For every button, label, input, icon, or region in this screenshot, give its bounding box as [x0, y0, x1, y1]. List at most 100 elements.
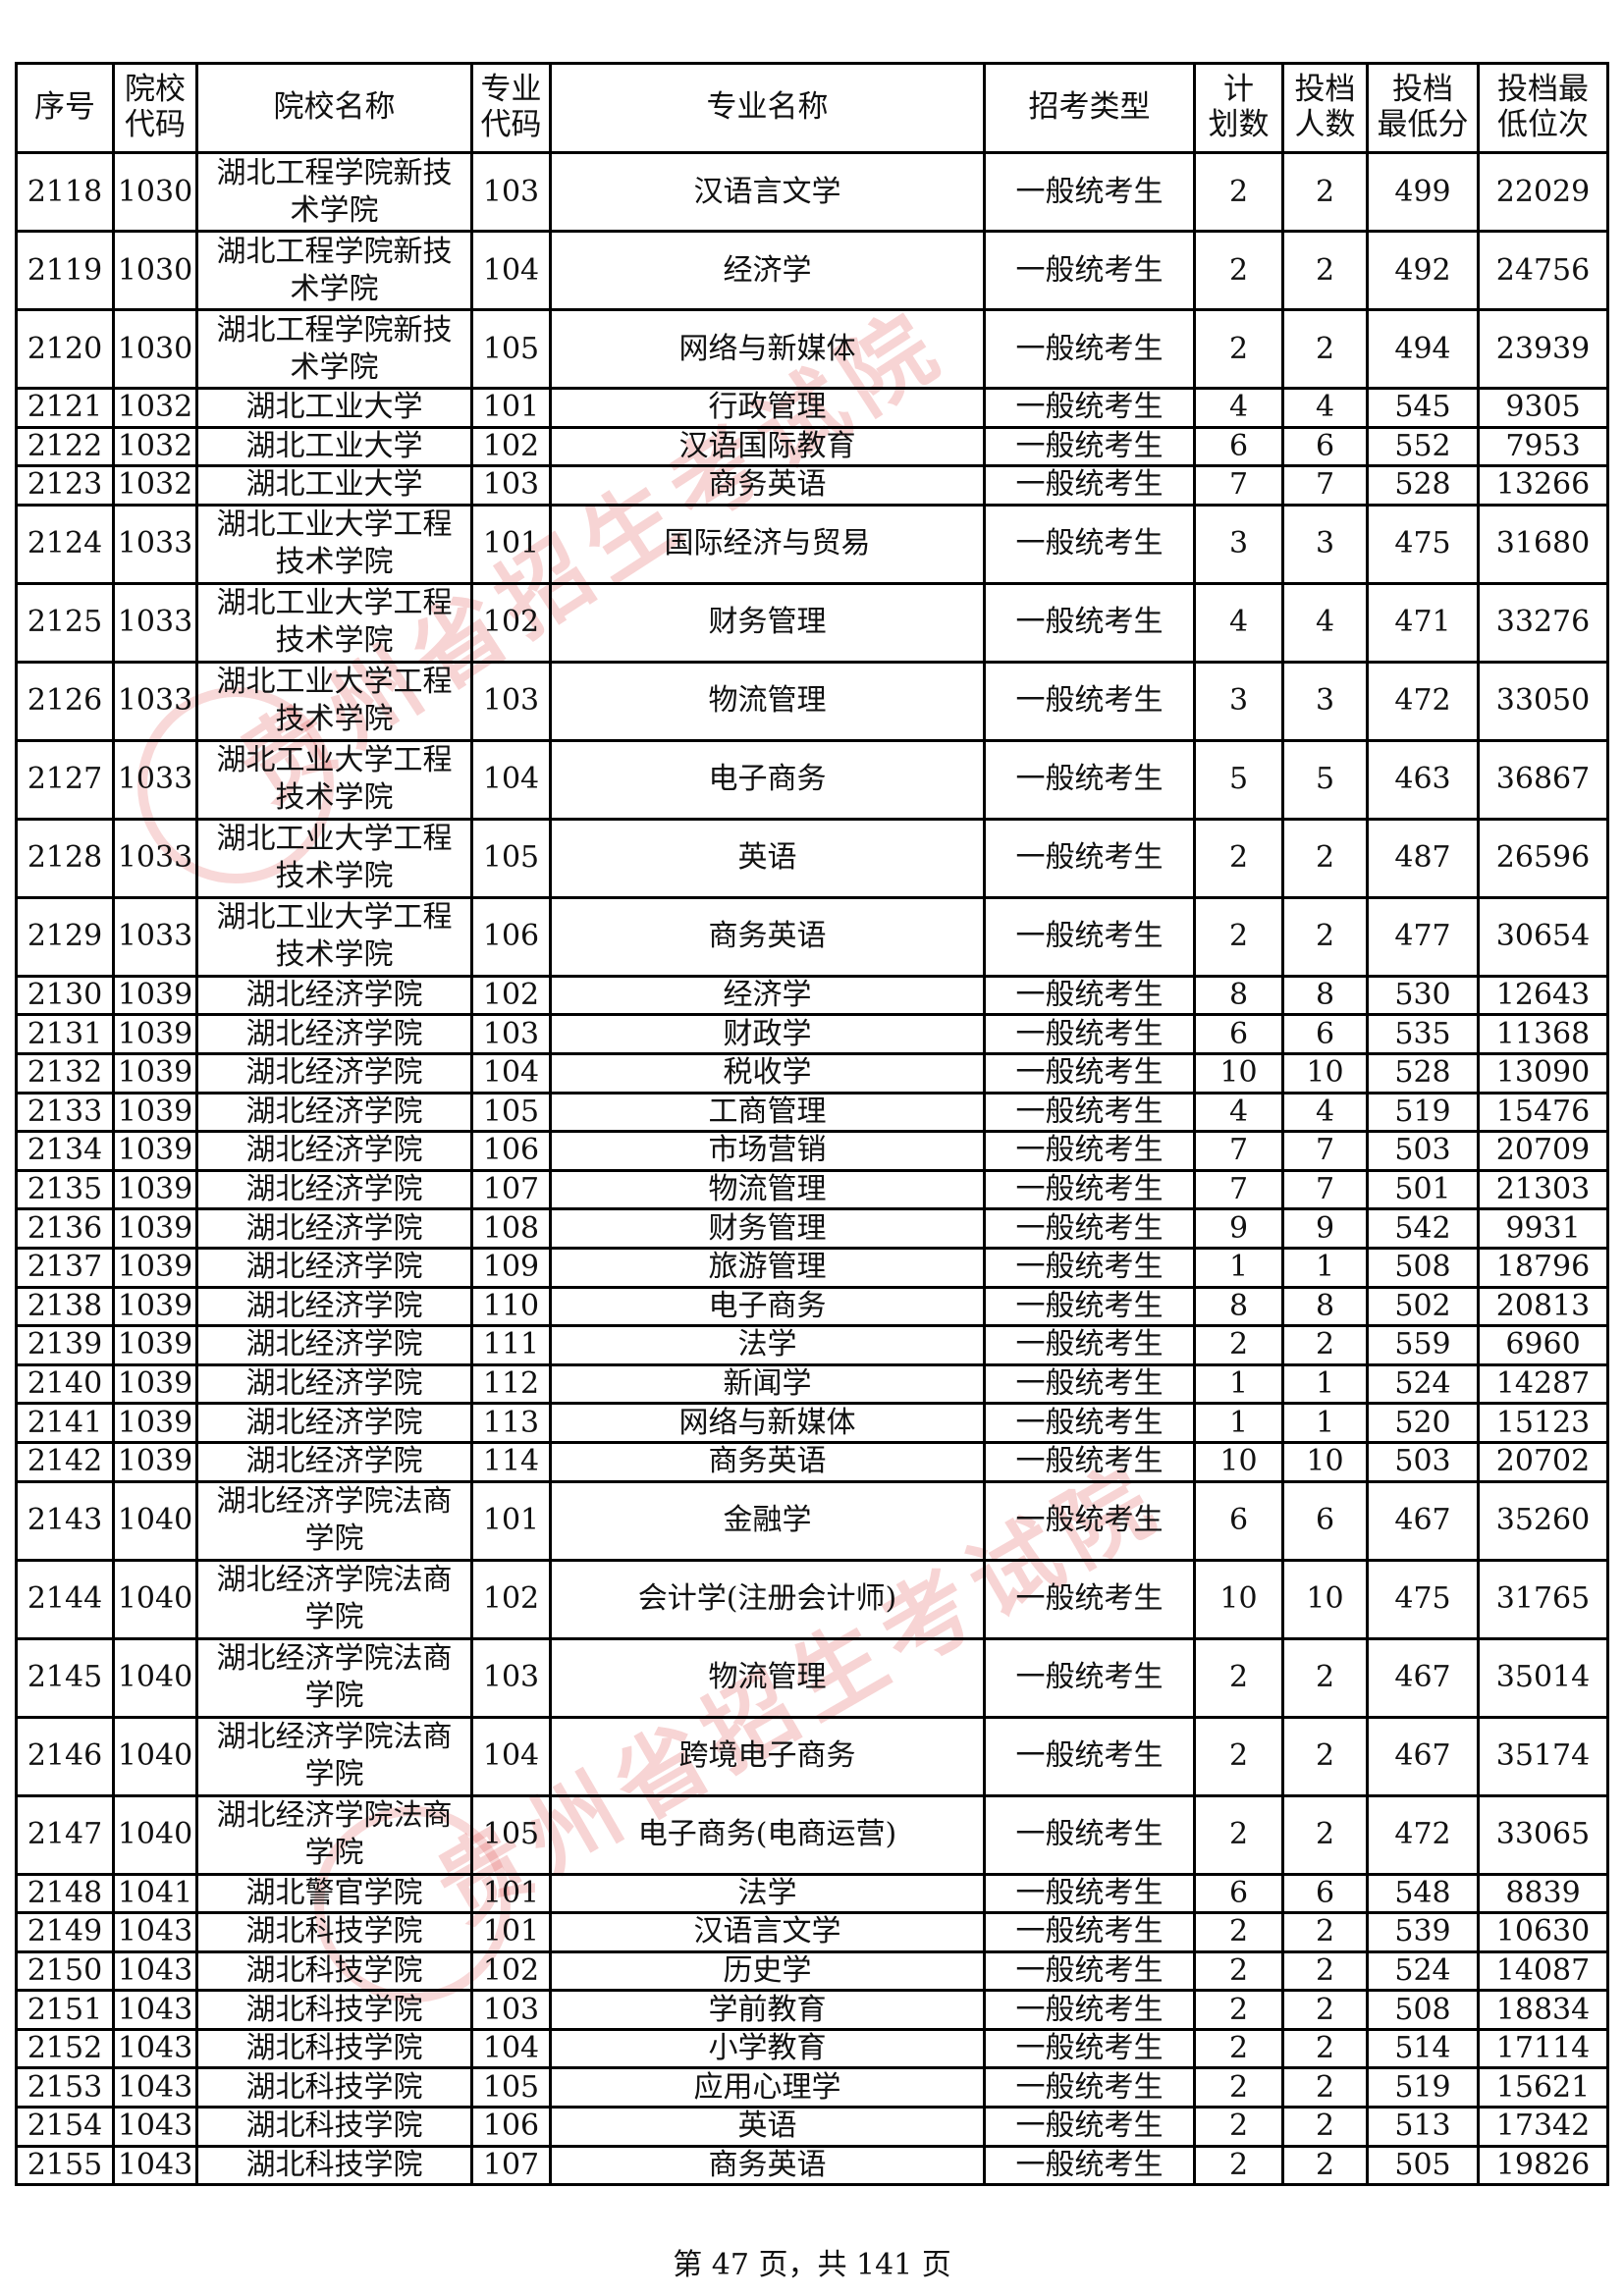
cell-min-rank: 35174: [1477, 1715, 1609, 1797]
cell-min-score: 514: [1366, 2027, 1480, 2070]
cell-seq: 2132: [15, 1051, 115, 1095]
cell-exam-type: 一般统考生: [983, 151, 1196, 233]
cell-exam-type: 一般统考生: [983, 1949, 1196, 1993]
cell-major-name: 会计学(注册会计师): [549, 1558, 986, 1640]
cell-min-score: 472: [1366, 1793, 1480, 1876]
cell-seq: 2142: [15, 1440, 115, 1483]
cell-school-name: 湖北工业大学工程技术学院: [195, 503, 473, 585]
table-row: 2120 1030 湖北工程学院新技术学院 105 网络与新媒体 一般统考生 2 2 494 23…: [15, 308, 1609, 390]
table-row: 2154 1043 湖北科技学院 106 英语 一般统考生 2 2 513 17342: [15, 2106, 1609, 2148]
cell-min-rank: 15123: [1477, 1402, 1609, 1444]
cell-major-name: 汉语言文学: [549, 1911, 986, 1953]
cell-plan: 5: [1193, 738, 1284, 821]
cell-plan: 2: [1193, 895, 1284, 978]
cell-plan: 6: [1193, 1872, 1284, 1915]
cell-min-rank: 36867: [1477, 738, 1609, 821]
cell-plan: 1: [1193, 1402, 1284, 1444]
cell-min-rank: 14087: [1477, 1949, 1609, 1993]
header-min-rank: 投档最 低位次: [1477, 62, 1609, 154]
cell-min-score: 539: [1366, 1911, 1480, 1953]
cell-school-name: 湖北工业大学工程技术学院: [195, 817, 473, 899]
cell-min-score: 520: [1366, 1402, 1480, 1444]
cell-school-code: 1030: [112, 230, 198, 311]
cell-min-score: 548: [1366, 1872, 1480, 1915]
cell-exam-type: 一般统考生: [983, 1091, 1196, 1134]
cell-school-name: 湖北工业大学: [195, 387, 473, 429]
cell-min-rank: 7953: [1477, 425, 1609, 468]
table-row: 2124 1033 湖北工业大学工程技术学院 101 国际经济与贸易 一般统考生 3 3 475…: [15, 503, 1609, 585]
cell-major-name: 国际经济与贸易: [549, 503, 986, 585]
header-major-code: 专业 代码: [470, 62, 552, 154]
cell-min-rank: 13266: [1477, 464, 1609, 507]
table-row: 2144 1040 湖北经济学院法商学院 102 会计学(注册会计师) 一般统考生 10 10…: [15, 1558, 1609, 1640]
cell-school-code: 1039: [112, 1285, 198, 1328]
cell-school-code: 1040: [112, 1558, 198, 1640]
cell-min-rank: 15621: [1477, 2066, 1609, 2109]
cell-major-name: 电子商务(电商运营): [549, 1793, 986, 1876]
table-row: 2136 1039 湖北经济学院 108 财务管理 一般统考生 9 9 542 9931: [15, 1207, 1609, 1250]
cell-major-code: 111: [470, 1324, 552, 1366]
cell-school-name: 湖北工业大学: [195, 425, 473, 468]
cell-plan: 6: [1193, 1013, 1284, 1055]
cell-min-score: 467: [1366, 1636, 1480, 1719]
cell-plan: 1: [1193, 1362, 1284, 1406]
cell-admitted: 10: [1281, 1440, 1369, 1483]
cell-school-name: 湖北工业大学: [195, 464, 473, 507]
cell-major-code: 110: [470, 1285, 552, 1328]
cell-major-code: 101: [470, 503, 552, 585]
cell-seq: 2136: [15, 1207, 115, 1250]
cell-admitted: 8: [1281, 974, 1369, 1017]
cell-major-code: 102: [470, 1949, 552, 1993]
header-plan: 计 划数: [1193, 62, 1284, 154]
cell-min-rank: 17114: [1477, 2027, 1609, 2070]
cell-exam-type: 一般统考生: [983, 974, 1196, 1017]
cell-school-code: 1039: [112, 1246, 198, 1289]
table-row: 2129 1033 湖北工业大学工程技术学院 106 商务英语 一般统考生 2 2 477 306…: [15, 895, 1609, 978]
cell-min-score: 471: [1366, 581, 1480, 664]
cell-seq: 2138: [15, 1285, 115, 1328]
cell-major-name: 网络与新媒体: [549, 1402, 986, 1444]
cell-admitted: 2: [1281, 151, 1369, 233]
cell-admitted: 4: [1281, 581, 1369, 664]
cell-min-rank: 31765: [1477, 1558, 1609, 1640]
cell-plan: 2: [1193, 2144, 1284, 2187]
cell-seq: 2122: [15, 425, 115, 468]
cell-admitted: 2: [1281, 1793, 1369, 1876]
cell-min-rank: 9305: [1477, 387, 1609, 429]
cell-school-code: 1043: [112, 2106, 198, 2148]
cell-min-score: 524: [1366, 1949, 1480, 1993]
cell-seq: 2121: [15, 387, 115, 429]
cell-major-name: 行政管理: [549, 387, 986, 429]
table-row: 2134 1039 湖北经济学院 106 市场营销 一般统考生 7 7 503 20709: [15, 1130, 1609, 1172]
table-row: 2145 1040 湖北经济学院法商学院 103 物流管理 一般统考生 2 2 467 35014: [15, 1636, 1609, 1719]
cell-min-score: 528: [1366, 1051, 1480, 1095]
table-row: 2141 1039 湖北经济学院 113 网络与新媒体 一般统考生 1 1 520 15123: [15, 1402, 1609, 1444]
cell-major-code: 113: [470, 1402, 552, 1444]
cell-school-code: 1039: [112, 1130, 198, 1172]
cell-school-code: 1030: [112, 151, 198, 233]
cell-seq: 2149: [15, 1911, 115, 1953]
cell-admitted: 2: [1281, 2066, 1369, 2109]
cell-school-code: 1039: [112, 1402, 198, 1444]
cell-school-code: 1039: [112, 1440, 198, 1483]
cell-exam-type: 一般统考生: [983, 895, 1196, 978]
cell-exam-type: 一般统考生: [983, 1285, 1196, 1328]
table-row: 2146 1040 湖北经济学院法商学院 104 跨境电子商务 一般统考生 2 2 467 351…: [15, 1715, 1609, 1797]
cell-major-name: 财务管理: [549, 1207, 986, 1250]
cell-major-name: 物流管理: [549, 1636, 986, 1719]
cell-school-code: 1030: [112, 308, 198, 390]
cell-plan: 7: [1193, 464, 1284, 507]
cell-seq: 2126: [15, 660, 115, 742]
cell-school-code: 1032: [112, 464, 198, 507]
cell-major-name: 法学: [549, 1324, 986, 1366]
table-row: 2150 1043 湖北科技学院 102 历史学 一般统考生 2 2 524 14087: [15, 1949, 1609, 1993]
cell-major-code: 104: [470, 1051, 552, 1095]
cell-major-code: 108: [470, 1207, 552, 1250]
cell-seq: 2134: [15, 1130, 115, 1172]
cell-exam-type: 一般统考生: [983, 1911, 1196, 1953]
cell-seq: 2155: [15, 2144, 115, 2187]
cell-major-code: 102: [470, 1558, 552, 1640]
cell-plan: 2: [1193, 308, 1284, 390]
cell-min-rank: 31680: [1477, 503, 1609, 585]
cell-admitted: 2: [1281, 2106, 1369, 2148]
